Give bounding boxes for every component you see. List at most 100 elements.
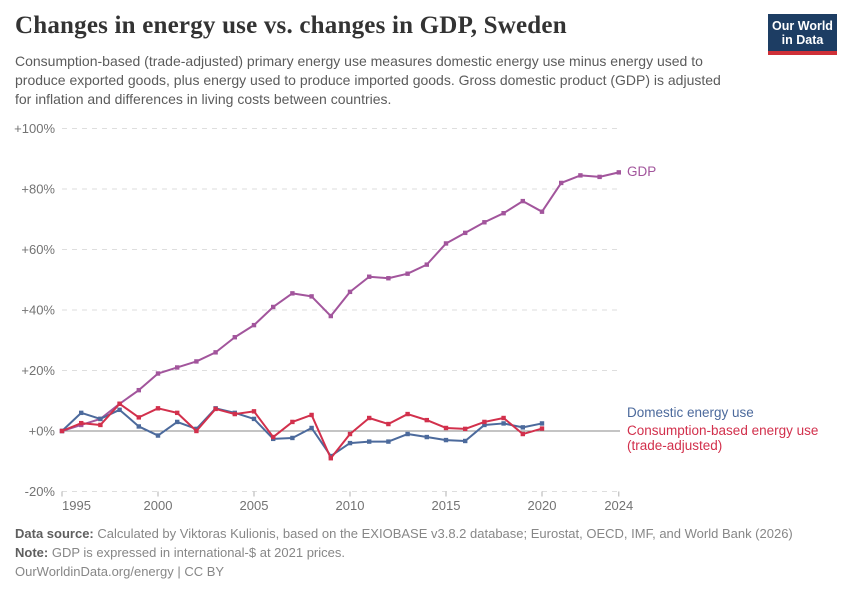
- data-point-marker: [539, 209, 545, 214]
- data-point-marker: [155, 406, 161, 411]
- y-axis-tick-label: +80%: [21, 182, 55, 197]
- x-axis-tick-label: 2000: [144, 498, 173, 513]
- data-point-marker: [309, 412, 314, 418]
- data-point-marker: [194, 428, 199, 434]
- data-point-marker: [424, 417, 429, 423]
- series-line-domestic-energy-use: [61, 407, 543, 458]
- data-point-marker: [117, 401, 122, 406]
- data-point-marker: [79, 410, 84, 416]
- data-source-line: Data source: Calculated by Viktoras Kuli…: [15, 524, 835, 543]
- chart-subtitle: Consumption-based (trade-adjusted) prima…: [15, 53, 721, 107]
- data-point-marker: [309, 294, 314, 299]
- series-label-gdp: GDP: [627, 164, 657, 180]
- data-point-marker: [501, 421, 506, 426]
- data-point-marker: [539, 421, 545, 426]
- note-line: Note: GDP is expressed in international-…: [15, 543, 835, 562]
- series-line-gdp: [61, 171, 620, 432]
- x-axis-tick-label: 2010: [336, 498, 365, 513]
- data-point-marker: [367, 439, 372, 444]
- series-line-consumption-based-energy-use-trade-adjusted: [61, 402, 543, 460]
- data-point-marker: [59, 428, 65, 434]
- data-point-marker: [463, 230, 468, 236]
- owid-url-link[interactable]: OurWorldinData.org/energy: [15, 564, 174, 579]
- data-point-marker: [136, 387, 141, 393]
- x-axis-tick-label: 2024: [604, 498, 633, 513]
- data-point-marker: [136, 415, 141, 420]
- note-label: Note:: [15, 545, 49, 560]
- data-point-marker: [347, 440, 353, 446]
- data-point-marker: [98, 422, 103, 428]
- data-point-marker: [213, 406, 218, 412]
- data-point-marker: [117, 407, 122, 413]
- x-axis-tick-label: 2005: [240, 498, 269, 513]
- data-point-marker: [463, 426, 468, 432]
- data-point-marker: [213, 350, 218, 355]
- y-axis-tick-label: +60%: [21, 242, 55, 257]
- data-point-marker: [271, 434, 276, 440]
- data-point-marker: [271, 304, 276, 310]
- data-point-marker: [328, 313, 333, 319]
- data-point-marker: [155, 371, 161, 376]
- series-label-domestic-energy-use: Domestic energy use: [627, 405, 754, 420]
- data-point-marker: [251, 322, 257, 328]
- x-axis-tick-label: 2015: [432, 498, 461, 513]
- y-axis-tick-label: +0%: [29, 424, 56, 439]
- data-point-marker: [463, 438, 468, 444]
- owid-logo-line1: Our World: [772, 19, 833, 33]
- data-point-marker: [482, 422, 487, 428]
- data-point-marker: [175, 419, 180, 425]
- data-point-marker: [367, 415, 372, 421]
- data-point-marker: [520, 198, 525, 204]
- data-point-marker: [482, 220, 487, 225]
- data-point-marker: [175, 365, 180, 370]
- data-point-marker: [578, 173, 583, 178]
- data-point-marker: [405, 271, 410, 276]
- data-point-marker: [597, 174, 602, 180]
- license-text: CC BY: [184, 564, 225, 579]
- data-point-marker: [232, 411, 237, 417]
- data-point-marker: [424, 434, 429, 440]
- data-point-marker: [386, 439, 391, 444]
- y-axis-tick-label: +20%: [21, 363, 55, 378]
- data-point-marker: [175, 410, 180, 416]
- data-point-marker: [309, 425, 314, 431]
- data-source-text: Calculated by Viktoras Kulionis, based o…: [97, 526, 793, 541]
- data-point-marker: [405, 411, 410, 417]
- license-separator: |: [173, 564, 185, 579]
- citation-line: OurWorldinData.org/energy | CC BY: [15, 562, 835, 581]
- data-point-marker: [501, 415, 506, 421]
- data-point-marker: [443, 241, 449, 246]
- data-point-marker: [290, 435, 295, 441]
- data-point-marker: [443, 437, 449, 443]
- data-point-marker: [443, 425, 449, 431]
- y-axis-tick-label: +100%: [14, 121, 55, 136]
- data-point-marker: [328, 456, 333, 461]
- owid-logo-line2: in Data: [781, 33, 824, 47]
- data-point-marker: [424, 262, 429, 267]
- series-label-consumption-based-energy-use-trade-adjusted: Consumption-based energy use (trade-adjus…: [627, 423, 819, 453]
- data-point-marker: [559, 180, 564, 186]
- x-axis-tick-label: 2020: [528, 498, 557, 513]
- data-point-marker: [520, 431, 525, 437]
- data-point-marker: [98, 416, 103, 422]
- note-text: GDP is expressed in international-$ at 2…: [51, 545, 345, 560]
- data-point-marker: [539, 426, 545, 431]
- data-point-marker: [155, 433, 161, 438]
- data-point-marker: [386, 421, 391, 427]
- data-point-marker: [405, 431, 410, 437]
- page-title: Changes in energy use vs. changes in GDP…: [15, 12, 567, 39]
- data-point-marker: [290, 419, 295, 425]
- data-source-label: Data source:: [15, 526, 94, 541]
- data-point-marker: [251, 409, 257, 414]
- data-point-marker: [482, 419, 487, 425]
- chart-footer: Data source: Calculated by Viktoras Kuli…: [15, 524, 835, 581]
- data-point-marker: [136, 424, 141, 429]
- data-point-marker: [386, 276, 391, 281]
- data-point-marker: [347, 289, 353, 295]
- data-point-marker: [347, 431, 353, 437]
- data-point-marker: [367, 274, 372, 279]
- data-point-marker: [232, 335, 237, 340]
- data-point-marker: [616, 170, 621, 175]
- owid-logo: Our World in Data: [768, 14, 837, 55]
